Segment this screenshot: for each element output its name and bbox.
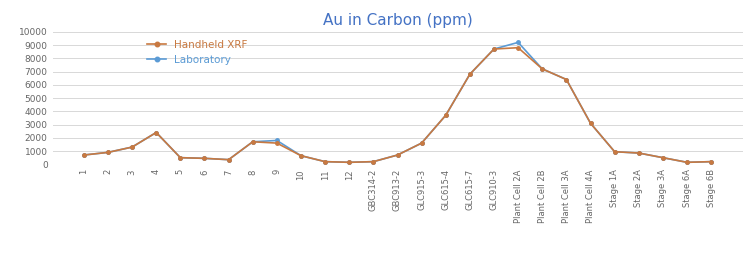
Handheld XRF <box>393 153 402 157</box>
Handheld XRF <box>104 151 112 154</box>
Handheld XRF <box>320 160 329 163</box>
Handheld XRF <box>706 160 716 163</box>
Handheld XRF <box>369 160 378 163</box>
Laboratory <box>562 78 571 81</box>
Handheld XRF <box>514 46 523 49</box>
Laboratory <box>393 153 402 157</box>
Laboratory <box>658 156 668 159</box>
Laboratory <box>296 154 305 157</box>
Handheld XRF <box>224 158 233 161</box>
Handheld XRF <box>682 161 692 164</box>
Laboratory <box>466 73 475 76</box>
Handheld XRF <box>466 73 475 76</box>
Handheld XRF <box>441 114 450 117</box>
Laboratory <box>128 145 136 149</box>
Laboratory <box>369 160 378 163</box>
Handheld XRF <box>634 151 644 154</box>
Line: Laboratory: Laboratory <box>82 41 712 164</box>
Laboratory <box>634 151 644 154</box>
Laboratory <box>610 150 620 153</box>
Handheld XRF <box>586 122 595 125</box>
Handheld XRF <box>538 67 547 70</box>
Laboratory <box>514 41 523 44</box>
Handheld XRF <box>176 156 184 159</box>
Handheld XRF <box>658 156 668 159</box>
Handheld XRF <box>248 140 257 143</box>
Laboratory <box>80 153 88 157</box>
Laboratory <box>345 161 354 164</box>
Handheld XRF <box>490 47 499 51</box>
Laboratory <box>417 142 426 145</box>
Laboratory <box>200 157 209 160</box>
Laboratory <box>272 139 281 142</box>
Laboratory <box>706 160 716 163</box>
Laboratory <box>538 67 547 70</box>
Handheld XRF <box>417 142 426 145</box>
Handheld XRF <box>152 131 160 134</box>
Laboratory <box>248 140 257 143</box>
Laboratory <box>441 114 450 117</box>
Line: Handheld XRF: Handheld XRF <box>82 46 712 164</box>
Laboratory <box>320 160 329 163</box>
Handheld XRF <box>80 153 88 157</box>
Laboratory <box>224 158 233 161</box>
Title: Au in Carbon (ppm): Au in Carbon (ppm) <box>322 13 472 28</box>
Handheld XRF <box>296 154 305 157</box>
Handheld XRF <box>200 157 209 160</box>
Laboratory <box>490 47 499 51</box>
Handheld XRF <box>562 78 571 81</box>
Laboratory <box>176 156 184 159</box>
Legend: Handheld XRF, Laboratory: Handheld XRF, Laboratory <box>148 40 248 65</box>
Handheld XRF <box>272 142 281 145</box>
Handheld XRF <box>345 161 354 164</box>
Laboratory <box>104 151 112 154</box>
Laboratory <box>586 122 595 125</box>
Handheld XRF <box>128 145 136 149</box>
Laboratory <box>152 131 160 134</box>
Handheld XRF <box>610 150 620 153</box>
Laboratory <box>682 161 692 164</box>
